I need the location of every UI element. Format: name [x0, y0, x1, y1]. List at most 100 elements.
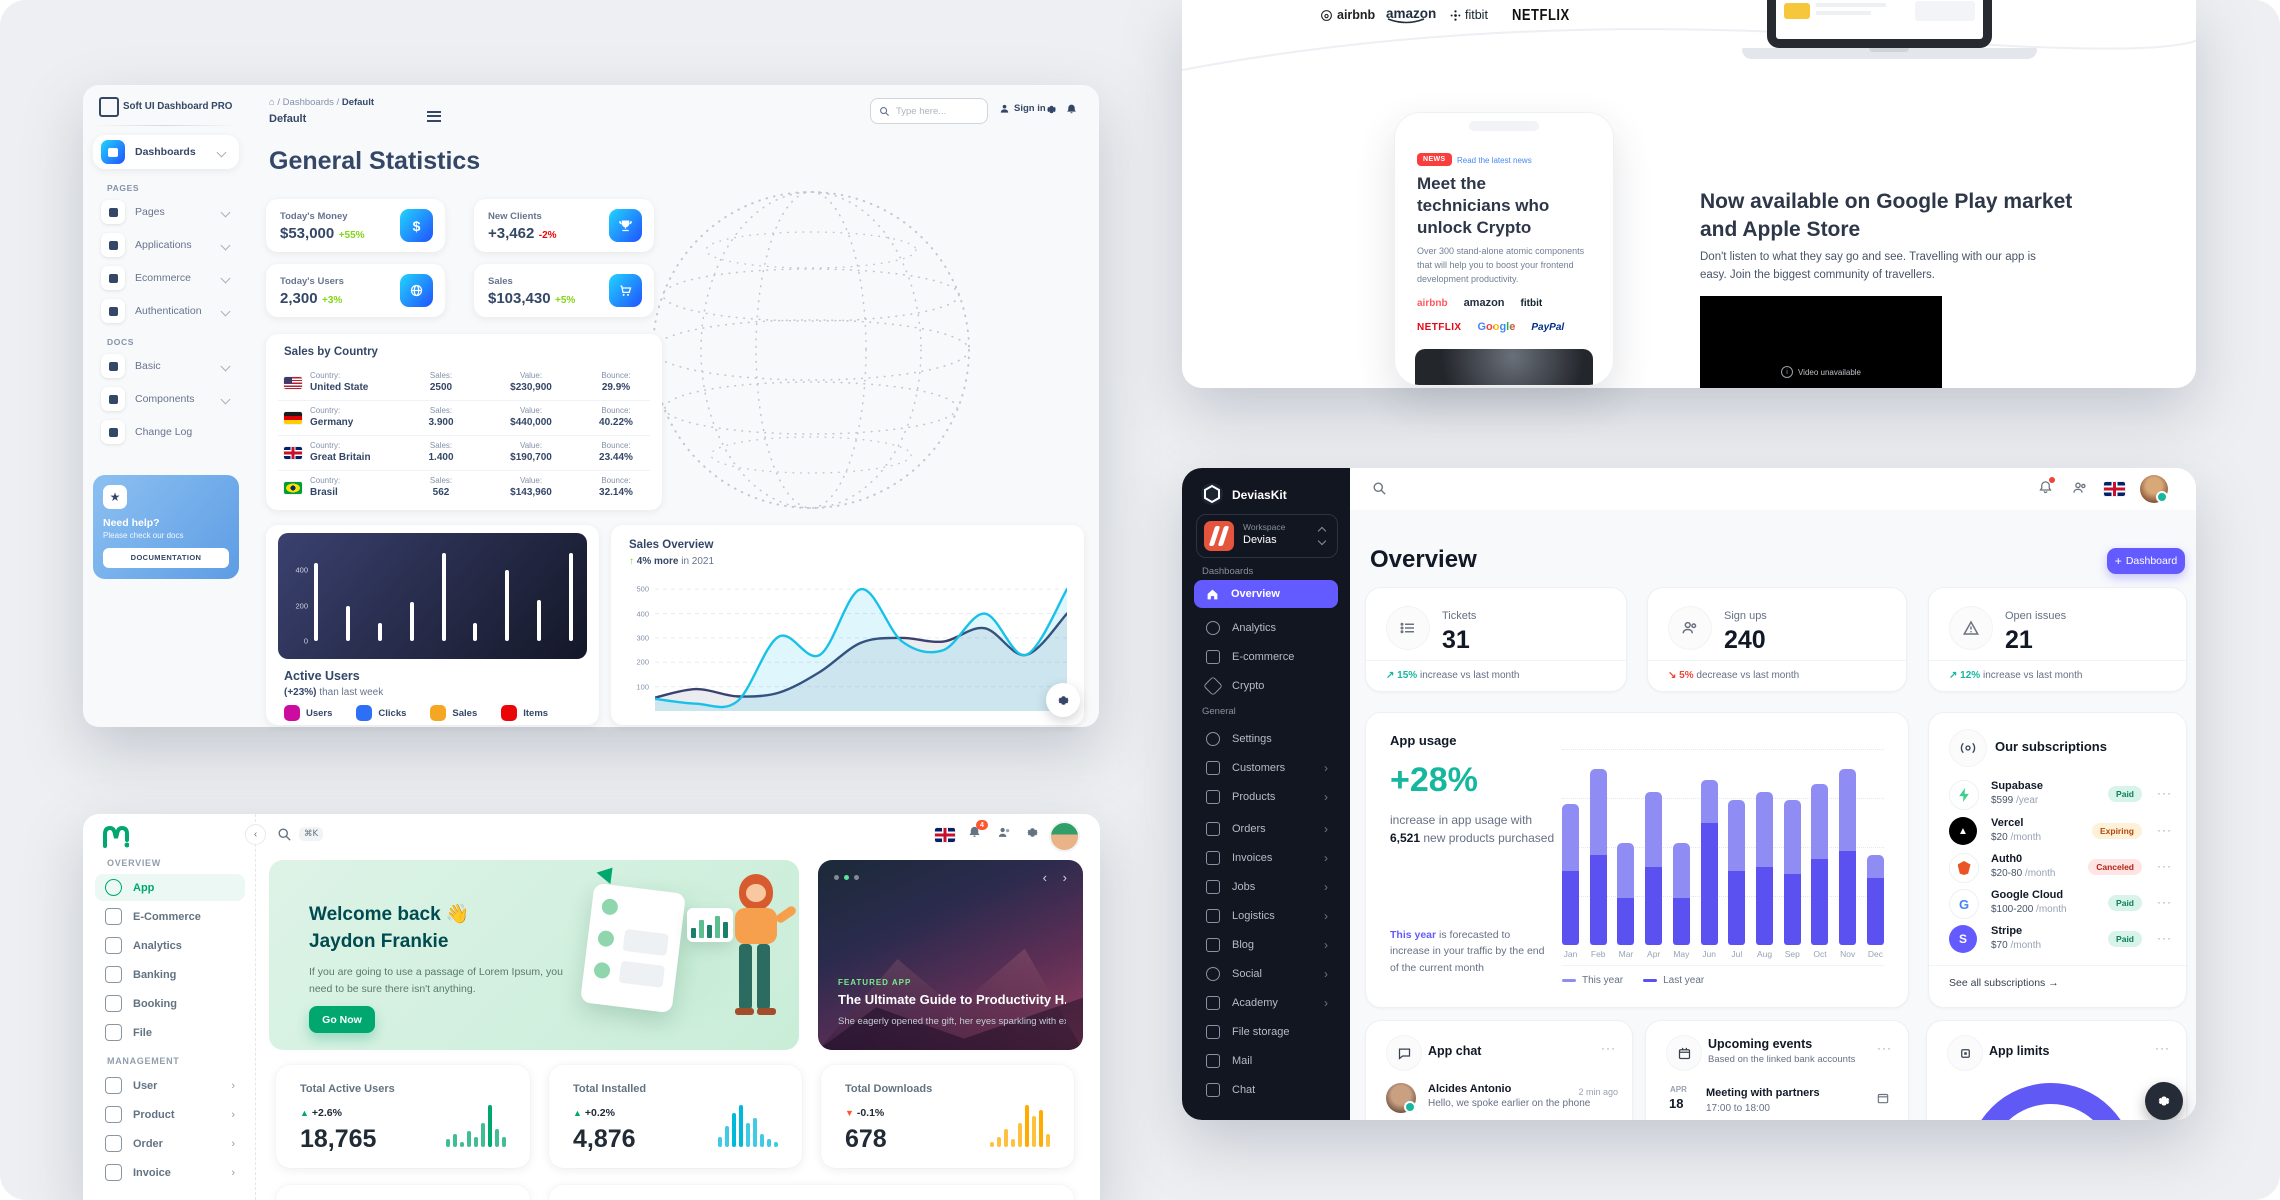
sidebar-item-pages[interactable]: Pages — [95, 197, 241, 227]
stat-pct: 15% — [1397, 670, 1418, 681]
sidebar-item-app[interactable]: App — [95, 874, 245, 901]
notifications-button[interactable] — [2038, 477, 2055, 500]
language-flag-icon[interactable] — [935, 828, 955, 842]
sidebar-item-blog[interactable]: Blog › — [1194, 932, 1338, 958]
contacts-icon[interactable] — [2072, 480, 2088, 496]
video-player[interactable]: i Video unavailable — [1700, 296, 1942, 388]
delta-rest: than last week — [316, 687, 384, 698]
sidebar-item-applications[interactable]: Applications — [95, 230, 241, 260]
featured-app-card[interactable]: ‹ › FEATURED APP The Ultimate Guide to P… — [818, 860, 1083, 1050]
sidebar-item-ecommerce[interactable]: E-commerce — [1194, 644, 1338, 670]
sidebar-item-dashboards[interactable]: Dashboards — [93, 135, 239, 169]
card-menu-button[interactable]: ··· — [1601, 1041, 1616, 1055]
see-all-subscriptions-link[interactable]: See all subscriptions → — [1949, 977, 2059, 989]
sidebar-item-file-storage[interactable]: File storage — [1194, 1019, 1338, 1045]
sidebar-item-invoice[interactable]: Invoice › — [95, 1159, 245, 1186]
sidebar-item-crypto[interactable]: Crypto — [1194, 673, 1338, 699]
sidebar-item-settings[interactable]: Settings — [1194, 726, 1338, 752]
sidebar-item-product[interactable]: Product › — [95, 1101, 245, 1128]
settings-fab[interactable] — [1046, 683, 1080, 717]
hero-title: Meet the technicians who unlock Crypto — [1417, 174, 1550, 238]
sidebar-item-basic[interactable]: Basic — [95, 351, 241, 381]
country-sales: 1.400 — [428, 452, 454, 463]
sidebar-item-jobs[interactable]: Jobs › — [1194, 874, 1338, 900]
add-dashboard-button[interactable]: + Dashboard — [2107, 548, 2185, 574]
sidebar-item-invoices[interactable]: Invoices › — [1194, 845, 1338, 871]
subscription-row[interactable]: Supabase $599 /year Paid ··· — [1949, 779, 2172, 811]
carousel-next-button[interactable]: › — [1062, 870, 1067, 885]
subscription-row[interactable]: S Stripe $70 /month Paid ··· — [1949, 924, 2172, 956]
chevron-right-icon: › — [1324, 851, 1328, 865]
promo-text: Don't listen to what they say go and see… — [1700, 251, 2036, 282]
sidebar-item-mail[interactable]: Mail — [1194, 1048, 1338, 1074]
chat-message-row[interactable]: Alcides Antonio Hello, we spoke earlier … — [1386, 1083, 1618, 1117]
avatar[interactable] — [1049, 821, 1080, 852]
trend-down-icon: ▼ — [845, 1108, 854, 1118]
card-menu-button[interactable]: ··· — [1877, 1041, 1892, 1055]
row-menu-button[interactable]: ··· — [2157, 859, 2172, 873]
carousel-dots[interactable] — [834, 875, 859, 880]
sidebar-item-changelog[interactable]: Change Log — [95, 417, 241, 447]
sidebar-item-banking[interactable]: Banking — [95, 961, 245, 988]
carousel-prev-button[interactable]: ‹ — [1042, 870, 1047, 885]
sidenav-toggle[interactable] — [427, 108, 441, 124]
subscription-row[interactable]: ▲ Vercel $20 /month Expiring ··· — [1949, 816, 2172, 848]
row-menu-button[interactable]: ··· — [2157, 931, 2172, 945]
sidebar-item-analytics[interactable]: Analytics — [1194, 615, 1338, 641]
booking-icon — [105, 995, 122, 1012]
devias-topbar — [1350, 468, 2196, 511]
sidebar-item-overview[interactable]: Overview — [1194, 580, 1338, 608]
sidebar-item-social[interactable]: Social › — [1194, 961, 1338, 987]
search-icon[interactable] — [277, 827, 292, 842]
gear-icon[interactable] — [1025, 825, 1040, 840]
bell-icon[interactable] — [1065, 103, 1078, 116]
search-icon[interactable] — [1372, 481, 1387, 496]
notifications-button[interactable]: 4 — [967, 820, 988, 845]
app-usage-card: App usage +28% increase in app usage wit… — [1365, 712, 1909, 1008]
documentation-button[interactable]: DOCUMENTATION — [103, 548, 229, 568]
signin-link[interactable]: Sign in — [999, 103, 1046, 114]
star-icon: ★ — [103, 485, 127, 509]
sidebar-item-authentication[interactable]: Authentication — [95, 296, 241, 326]
sidebar-item-ecommerce[interactable]: E-Commerce — [95, 903, 245, 930]
card-menu-button[interactable]: ··· — [2155, 1041, 2170, 1055]
row-menu-button[interactable]: ··· — [2157, 895, 2172, 909]
settings-fab[interactable] — [2145, 1082, 2183, 1120]
sidebar-item-booking[interactable]: Booking — [95, 990, 245, 1017]
devias-sidebar: DeviasKit Workspace Devias Dashboards Ov… — [1182, 468, 1350, 1120]
row-menu-button[interactable]: ··· — [2157, 786, 2172, 800]
event-day: 18 — [1669, 1096, 1684, 1111]
chevron-down-icon — [220, 361, 231, 371]
sidebar-item-analytics[interactable]: Analytics — [95, 932, 245, 959]
country-name: Great Britain — [310, 452, 371, 463]
sidebar-item-user[interactable]: User › — [95, 1072, 245, 1099]
language-flag-icon[interactable] — [2104, 482, 2125, 496]
sidebar-item-customers[interactable]: Customers › — [1194, 755, 1338, 781]
avatar[interactable] — [2140, 475, 2168, 503]
gear-icon[interactable] — [1045, 103, 1058, 116]
sidebar-item-products[interactable]: Products › — [1194, 784, 1338, 810]
sidebar-item-academy[interactable]: Academy › — [1194, 990, 1338, 1016]
subscription-row[interactable]: Auth0 $20-80 /month Canceled ··· — [1949, 852, 2172, 884]
subscription-row[interactable]: G Google Cloud $100-200 /month Paid ··· — [1949, 888, 2172, 920]
contacts-icon[interactable] — [997, 825, 1012, 840]
sidebar-item-chat[interactable]: Chat — [1194, 1077, 1338, 1103]
sidebar-item-logistics[interactable]: Logistics › — [1194, 903, 1338, 929]
search-input[interactable]: Type here... — [870, 98, 988, 124]
row-menu-button[interactable]: ··· — [2157, 823, 2172, 837]
sidebar-item-order[interactable]: Order › — [95, 1130, 245, 1157]
sidebar-item-ecommerce[interactable]: Ecommerce — [95, 263, 241, 293]
sidebar-collapse-button[interactable]: ‹ — [245, 824, 266, 845]
breadcrumb-root[interactable]: Dashboards — [282, 97, 334, 108]
devias-logo-icon — [1201, 483, 1223, 505]
event-row[interactable]: APR 18 Meeting with partners 17:00 to 18… — [1666, 1085, 1894, 1119]
news-link[interactable]: Read the latest news — [1457, 156, 1532, 165]
sidebar-item-components[interactable]: Components — [95, 384, 241, 414]
notification-dot — [2049, 477, 2055, 483]
featured-title[interactable]: The Ultimate Guide to Productivity H... — [838, 992, 1066, 1007]
workspace-selector[interactable]: Workspace Devias — [1196, 514, 1338, 558]
go-now-button[interactable]: Go Now — [309, 1006, 375, 1033]
changelog-icon — [101, 420, 125, 444]
sidebar-item-orders[interactable]: Orders › — [1194, 816, 1338, 842]
sidebar-item-file[interactable]: File — [95, 1019, 245, 1046]
